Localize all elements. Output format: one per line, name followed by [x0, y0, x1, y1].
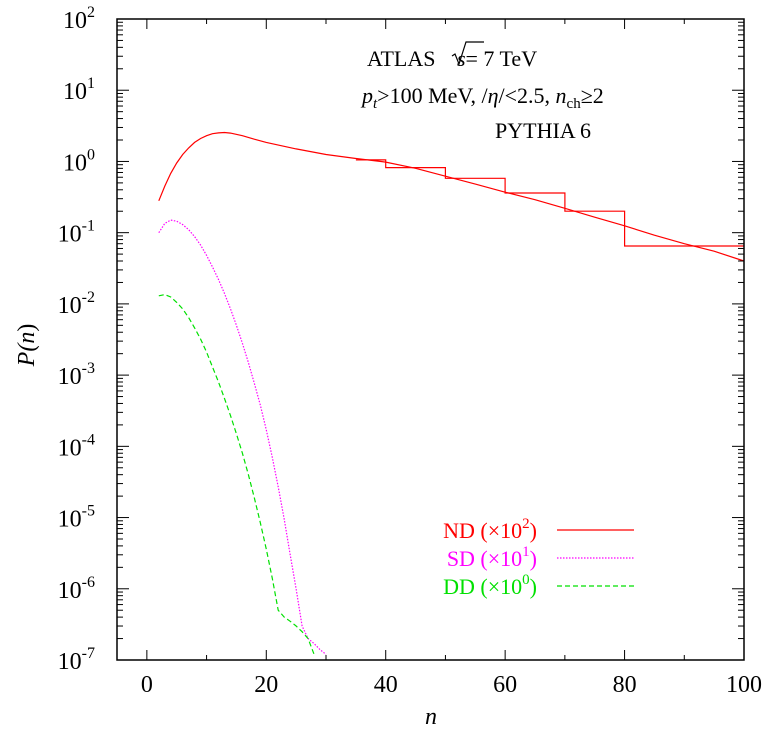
series-line-dd [158, 293, 315, 655]
annotation-block: ATLAS s= 7 TeV pt>100 MeV, /η/<2.5, nch≥… [360, 41, 604, 143]
legend: ND (×102)SD (×101)DD (×100) [443, 516, 634, 599]
legend-label-sd: SD (×101) [447, 544, 537, 571]
y-tick-label: 100 [63, 146, 95, 176]
data-curves [158, 131, 745, 655]
histogram-steps-nd [355, 159, 744, 247]
sqrt-symbol [451, 41, 484, 66]
y-tick-label: 10-2 [58, 289, 95, 319]
y-tick-label: 10-5 [58, 503, 95, 533]
y-tick-label: 10-4 [58, 431, 95, 461]
annotation-line-3: PYTHIA 6 [495, 118, 591, 143]
annotation-line-2: pt>100 MeV, /η/<2.5, nch≥2 [360, 83, 604, 112]
y-tick-label: 10-6 [58, 574, 95, 604]
x-tick-label: 100 [726, 672, 762, 698]
series-line-nd [158, 131, 745, 262]
x-tick-label: 20 [254, 672, 278, 698]
annotation-line-1: ATLAS s= 7 TeV [367, 46, 537, 71]
y-tick-label: 102 [63, 4, 95, 34]
y-tick-label: 101 [63, 75, 95, 105]
legend-label-dd: DD (×100) [443, 572, 537, 599]
legend-label-nd: ND (×102) [443, 516, 537, 543]
data-histogram [355, 159, 744, 247]
x-tick-label: 40 [374, 672, 398, 698]
y-tick-label: 10-7 [58, 645, 95, 675]
series-line-sd [158, 219, 327, 655]
x-tick-label: 0 [141, 672, 153, 698]
x-axis: 0 20 40 60 80 100 [141, 19, 762, 698]
y-tick-label: 10-1 [58, 218, 95, 248]
x-axis-label: n [425, 704, 437, 730]
x-tick-label: 60 [493, 672, 517, 698]
y-axis: 10-7 10-6 10-5 10-4 10-3 10-2 10-1 100 101 102 [58, 4, 744, 675]
y-axis-label: P(n) [14, 324, 40, 368]
plot-frame [116, 18, 745, 661]
x-tick-label: 80 [613, 672, 637, 698]
y-tick-label: 10-3 [58, 360, 95, 390]
